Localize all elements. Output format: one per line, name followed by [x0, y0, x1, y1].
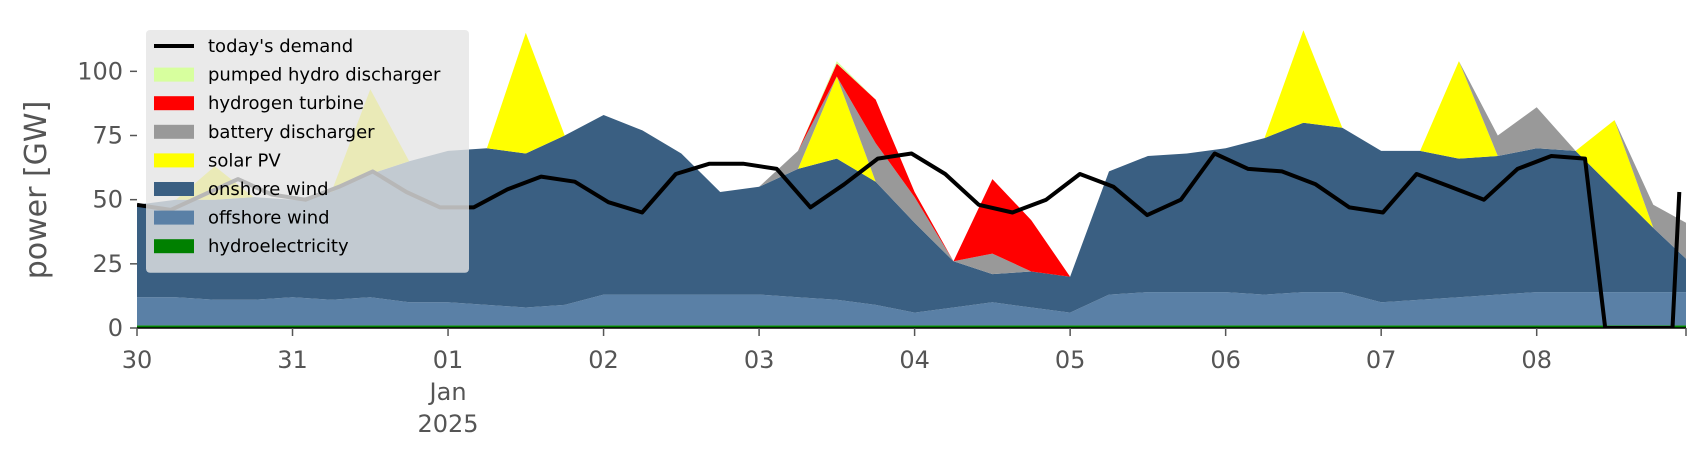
- x-tick-label: 06: [1210, 346, 1241, 374]
- legend-label-hydrogen-turbine: hydrogen turbine: [208, 93, 364, 114]
- legend-swatch-pumped-hydro-discharger: [154, 67, 194, 82]
- y-tick-label: 25: [92, 250, 123, 278]
- y-tick-label: 75: [92, 122, 123, 150]
- x-tick-label: 03: [744, 346, 775, 374]
- x-tick-sublabel: Jan: [428, 378, 467, 406]
- area-solar-pv: [137, 30, 1686, 277]
- legend-label-pumped-hydro-discharger: pumped hydro discharger: [208, 65, 441, 86]
- area-offshore-wind: [137, 292, 1686, 326]
- legend-label-hydroelectricity: hydroelectricity: [208, 236, 349, 257]
- legend-box: [146, 30, 469, 273]
- x-tick-label: 04: [899, 346, 930, 374]
- x-tick-label: 07: [1366, 346, 1397, 374]
- x-tick-sublabel: 2025: [418, 410, 479, 438]
- x-tick-label: 01: [433, 346, 464, 374]
- legend-swatch-offshore-wind: [154, 210, 194, 225]
- legend-label-today-s-demand: today's demand: [208, 36, 353, 57]
- x-tick-label: 08: [1521, 346, 1552, 374]
- x-tick-label: 02: [588, 346, 619, 374]
- legend-swatch-battery-discharger: [154, 124, 194, 139]
- legend-label-offshore-wind: offshore wind: [208, 208, 330, 229]
- legend-label-battery-discharger: battery discharger: [208, 122, 375, 143]
- x-tick-label: 30: [122, 346, 153, 374]
- y-tick-label: 100: [77, 57, 123, 85]
- legend-swatch-solar-pv: [154, 153, 194, 168]
- legend-label-onshore-wind: onshore wind: [208, 179, 329, 200]
- legend-label-solar-pv: solar PV: [208, 150, 281, 171]
- legend-swatch-hydroelectricity: [154, 239, 194, 254]
- legend-swatch-onshore-wind: [154, 182, 194, 196]
- legend: today's demand pumped hydro discharger hyd…: [146, 30, 469, 273]
- y-axis-label: power [GW]: [19, 101, 54, 280]
- stacked-areas: [137, 30, 1686, 328]
- x-tick-label: 05: [1055, 346, 1086, 374]
- axes: power [GW] 0 25 50 75 100 30 31 01 Jan 2025 02 03 04…: [19, 57, 1687, 438]
- area-onshore-wind: [137, 115, 1686, 313]
- x-tick-label: 31: [277, 346, 308, 374]
- y-tick-label: 50: [92, 186, 123, 214]
- y-tick-label: 0: [108, 314, 123, 342]
- legend-swatch-hydrogen-turbine: [154, 96, 194, 111]
